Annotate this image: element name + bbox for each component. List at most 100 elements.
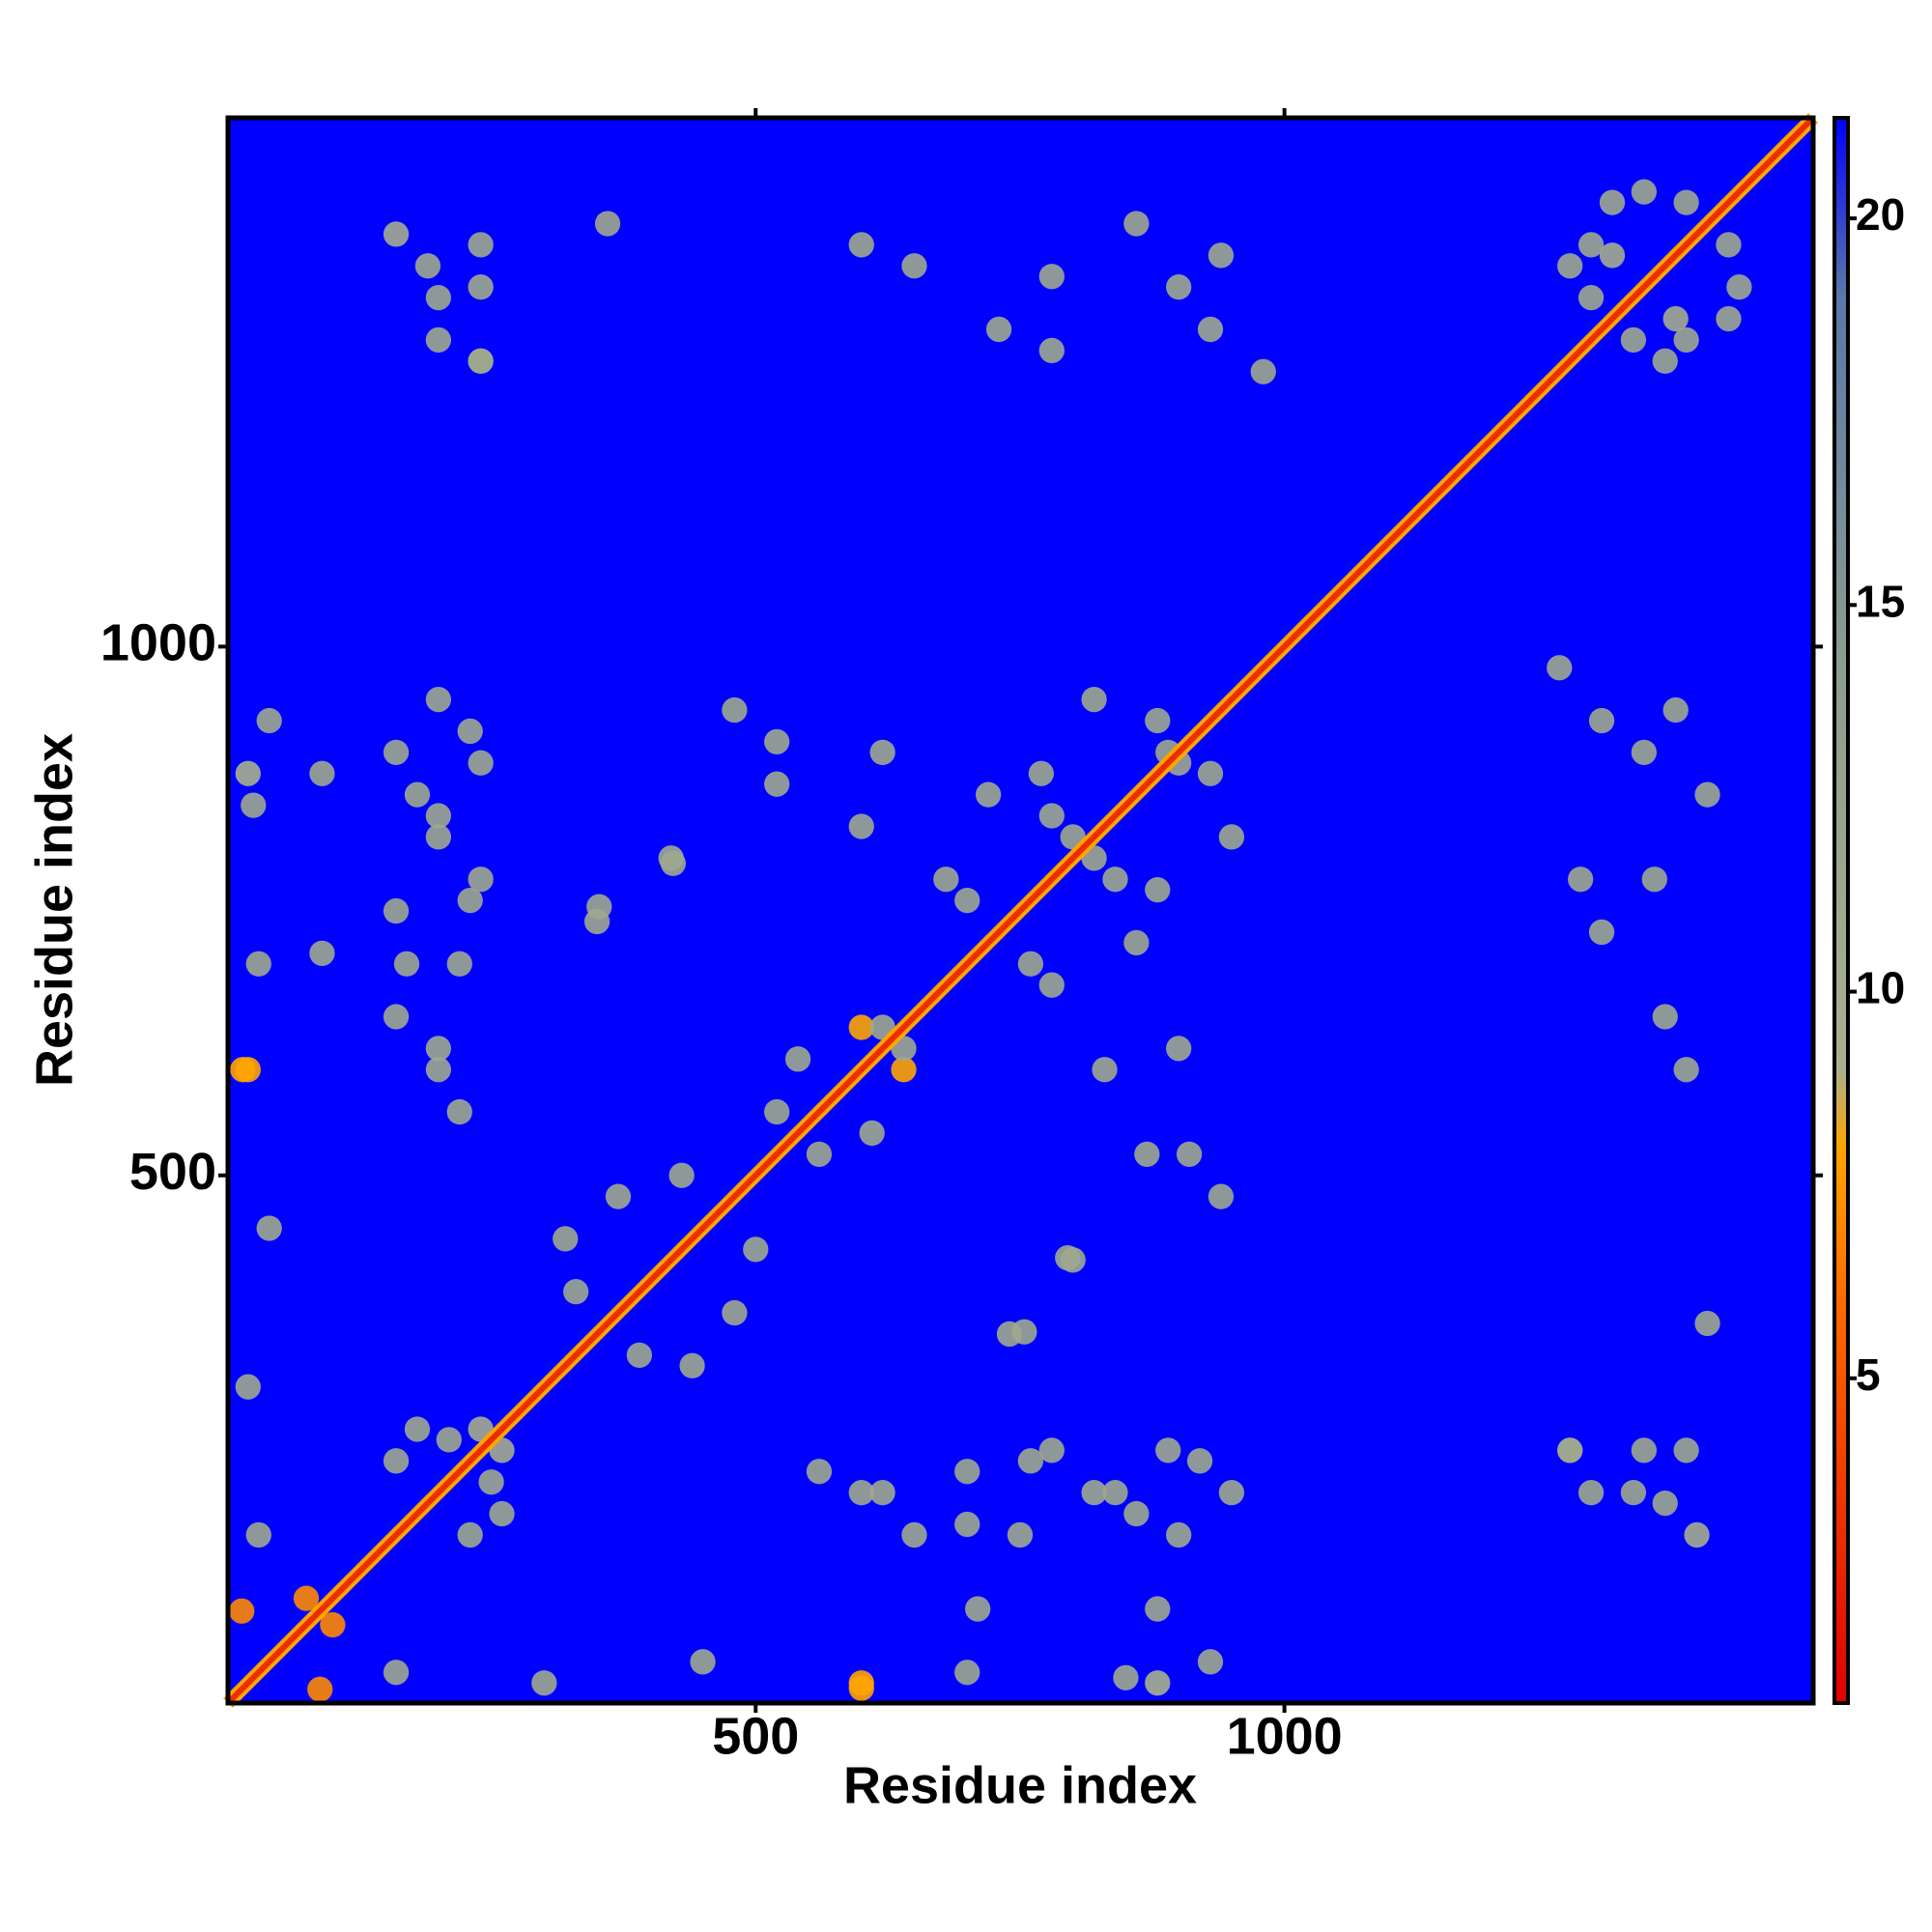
contact-cell-mirror	[1017, 951, 1044, 977]
contact-cell-mirror	[1145, 1670, 1171, 1696]
contact-cell-mirror	[1007, 1521, 1034, 1548]
contact-cell	[383, 1004, 410, 1030]
contact-cell-mirror	[256, 1215, 282, 1241]
contact-cell	[690, 1649, 716, 1675]
contact-cell-mirror	[457, 1521, 483, 1548]
contact-cell	[806, 1459, 833, 1485]
contact-cell	[1038, 337, 1065, 363]
contact-cell-mirror	[1081, 686, 1107, 713]
contact-cell-mirror	[586, 894, 612, 920]
contact-cell-mirror	[1123, 929, 1150, 956]
contact-cell	[1123, 1500, 1150, 1527]
contact-cell	[668, 1162, 695, 1188]
contact-cell	[383, 1660, 410, 1686]
contact-cell-mirror	[1588, 707, 1615, 734]
contact-cell	[1113, 1664, 1139, 1690]
contact-cell-mirror	[1145, 877, 1171, 903]
contact-cell-mirror	[320, 1611, 346, 1638]
contact-cell	[626, 1342, 652, 1368]
contact-cell	[446, 951, 472, 977]
contact-cell	[1218, 824, 1245, 850]
contact-cell	[425, 803, 451, 829]
colorbar-tick-label: 20	[1856, 189, 1905, 240]
contact-cell-mirror	[1547, 655, 1573, 681]
contact-cell	[383, 221, 410, 247]
contact-cell-mirror	[425, 1036, 451, 1062]
contact-cell	[1102, 867, 1128, 893]
contact-cell	[848, 1014, 874, 1040]
contact-cell	[1631, 179, 1657, 205]
contact-cell-mirror	[1673, 327, 1699, 354]
contact-cell	[848, 232, 874, 258]
contact-cell-mirror	[404, 781, 431, 808]
contact-cell-mirror	[1652, 348, 1678, 374]
contact-cell-mirror	[245, 1521, 271, 1548]
contact-cell	[1011, 1319, 1037, 1345]
contact-cell-mirror	[1662, 696, 1689, 724]
contact-cell	[436, 1427, 462, 1453]
contact-cell-mirror	[489, 1500, 515, 1527]
contact-cell-mirror	[954, 1459, 980, 1485]
contact-cell	[975, 781, 1002, 808]
contact-cell	[235, 760, 261, 786]
contact-cell-mirror	[1673, 1437, 1699, 1463]
contact-cell-mirror	[1662, 305, 1689, 332]
contact-cell	[1123, 211, 1150, 237]
contact-cell	[1166, 1036, 1192, 1062]
contact-cell-mirror	[393, 951, 420, 977]
contact-cell-mirror	[457, 887, 483, 914]
x-tick-label: 500	[712, 1707, 799, 1765]
contact-cell	[404, 1416, 431, 1442]
contact-cell-mirror	[1641, 867, 1667, 893]
contact-cell	[594, 211, 621, 237]
contact-cell	[1557, 1437, 1583, 1463]
contact-cell	[764, 1098, 790, 1125]
contact-cell-mirror	[1620, 327, 1647, 354]
contact-cell	[309, 760, 335, 786]
contact-cell-mirror	[425, 686, 451, 713]
contact-cell-mirror	[256, 707, 282, 734]
contact-cell-mirror	[1166, 1521, 1192, 1548]
contact-cell-mirror	[1038, 1437, 1065, 1463]
x-tick-label: 1000	[1227, 1707, 1343, 1765]
diagonal	[225, 115, 1816, 1706]
contact-cell	[1166, 274, 1192, 300]
contact-cell-mirror	[605, 1183, 632, 1209]
contact-cell-mirror	[1588, 919, 1615, 946]
contact-cell	[1134, 1141, 1160, 1167]
contact-cell-mirror	[1176, 1141, 1203, 1167]
contact-cell-mirror	[457, 718, 483, 745]
contact-cell	[1218, 1480, 1245, 1506]
contact-cell	[1092, 1057, 1118, 1083]
contact-cell	[1055, 1244, 1081, 1271]
contact-cell	[954, 887, 980, 914]
contact-cell-mirror	[901, 1521, 927, 1548]
contact-cell	[1620, 1480, 1647, 1506]
contact-cell-mirror	[1145, 1596, 1171, 1622]
contact-cell	[1028, 760, 1054, 786]
contact-cell-mirror	[933, 867, 959, 893]
contact-cell-mirror	[1102, 1480, 1128, 1506]
contact-cell	[985, 316, 1012, 343]
contact-cell-mirror	[1568, 867, 1594, 893]
contact-cell-mirror	[660, 850, 687, 876]
contact-cell	[293, 1585, 320, 1611]
colorbar	[1833, 116, 1850, 1705]
contact-cell	[784, 1046, 811, 1072]
contact-cell	[954, 1660, 980, 1686]
contact-cell-mirror	[425, 824, 451, 850]
contact-cell-mirror	[1038, 803, 1065, 829]
contact-cell-mirror	[1726, 274, 1752, 300]
contact-cell	[1631, 1437, 1657, 1463]
contact-cell	[1186, 1448, 1213, 1474]
contact-cell-mirror	[1145, 707, 1171, 734]
contact-cell	[901, 253, 927, 279]
contact-cell	[722, 1299, 748, 1326]
contact-cell	[1197, 1649, 1224, 1675]
contact-cell	[1557, 253, 1583, 279]
contact-cell-mirror	[478, 1469, 504, 1495]
contact-cell-mirror	[563, 1279, 589, 1305]
contact-cell-mirror	[468, 274, 494, 300]
